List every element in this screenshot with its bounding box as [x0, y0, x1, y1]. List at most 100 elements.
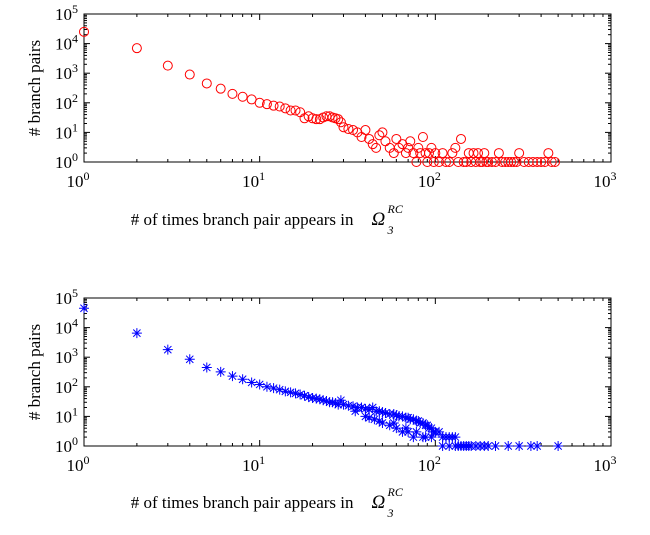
y-tick-label: 100	[55, 150, 78, 172]
data-point	[400, 423, 411, 434]
x-tick-label: 103	[594, 453, 617, 475]
data-point	[290, 388, 301, 399]
data-point	[413, 142, 424, 153]
data-point	[550, 157, 561, 167]
data-point	[333, 399, 344, 410]
x-axis-label: # of times branch pair appears in Ω RC 3	[131, 202, 404, 237]
data-point	[330, 398, 341, 409]
data-point	[503, 157, 514, 167]
y-tick-label: 103	[55, 61, 78, 83]
data-point	[532, 441, 543, 451]
data-point	[374, 415, 385, 426]
x-axis-label-symbol: Ω	[372, 209, 386, 230]
x-axis-label-text: # of times branch pair appears in	[131, 493, 354, 512]
y-tick-label: 102	[55, 91, 78, 113]
data-point	[254, 379, 265, 390]
y-tick-label: 100	[55, 434, 78, 456]
data-point	[321, 396, 332, 407]
data-point	[447, 148, 458, 159]
data-point	[417, 131, 428, 142]
data-point	[268, 383, 279, 394]
data-point	[274, 101, 285, 112]
data-point	[237, 374, 248, 385]
data-point	[215, 83, 226, 94]
data-point	[364, 404, 375, 415]
data-point	[553, 441, 564, 451]
data-point	[327, 397, 338, 408]
data-point	[360, 411, 371, 422]
data-point	[246, 377, 257, 388]
x-axis-label: # of times branch pair appears in Ω RC 3	[131, 485, 404, 520]
data-point	[422, 420, 433, 431]
data-point	[295, 389, 306, 400]
data-point	[364, 133, 375, 144]
data-point	[456, 133, 467, 144]
data-point	[348, 401, 359, 412]
data-point	[162, 60, 173, 71]
data-point	[311, 393, 322, 404]
data-point	[490, 441, 501, 451]
y-tick-label: 102	[55, 375, 78, 397]
data-point	[408, 414, 419, 425]
data-point	[503, 441, 514, 451]
data-point	[543, 148, 554, 159]
y-tick-label: 101	[55, 120, 78, 142]
data-point	[280, 103, 291, 114]
data-point	[450, 432, 461, 443]
data-point	[162, 344, 173, 355]
data-point	[201, 362, 212, 373]
data-point	[131, 328, 142, 339]
data-point	[437, 148, 448, 159]
x-tick-label: 100	[67, 169, 90, 191]
data-point	[285, 105, 296, 116]
data-point	[486, 157, 497, 167]
data-point	[227, 371, 238, 382]
data-point	[335, 117, 346, 128]
data-point	[254, 97, 265, 108]
data-point	[338, 122, 349, 133]
data-point	[434, 426, 445, 437]
data-point	[377, 407, 388, 418]
data-point	[437, 441, 448, 451]
data-point	[423, 148, 434, 159]
data-point	[506, 157, 517, 167]
data-point	[440, 157, 451, 167]
y-axis-label: # branch pairs	[25, 324, 44, 420]
data-point	[539, 157, 550, 167]
data-point	[201, 78, 212, 89]
x-tick-label: 102	[418, 453, 441, 475]
x-axis-label-symbol: Ω	[372, 492, 386, 513]
data-point	[444, 441, 455, 451]
data-point	[483, 441, 494, 451]
data-point	[483, 157, 494, 167]
data-point	[490, 157, 501, 167]
data-point	[350, 406, 361, 417]
panel-1: 100 101 102 103 100 101 102 103 104 105 # branch p…	[25, 2, 617, 237]
y-tick-label: 105	[55, 2, 78, 24]
data-point	[450, 441, 461, 451]
x-axis-label-text: # of times branch pair appears in	[131, 210, 354, 229]
data-point	[384, 420, 395, 431]
data-point	[131, 43, 142, 54]
data-point	[536, 157, 547, 167]
series-markers	[79, 303, 564, 451]
data-point	[371, 142, 382, 153]
x-axis-label-subscript: 3	[387, 506, 394, 520]
data-point	[333, 114, 344, 125]
panel-2: 100 101 102 103 100 101 102 103 104 105 # branch p…	[25, 286, 617, 520]
data-point	[415, 148, 426, 159]
data-point	[391, 410, 402, 421]
data-point	[215, 366, 226, 377]
data-point	[360, 125, 371, 136]
data-point	[420, 432, 431, 443]
data-point	[377, 417, 388, 428]
data-point	[290, 105, 301, 116]
data-point	[338, 399, 349, 410]
y-tick-label: 105	[55, 286, 78, 308]
data-point	[479, 148, 490, 159]
data-point	[261, 99, 272, 110]
y-tick-label: 103	[55, 345, 78, 367]
data-point	[405, 136, 416, 147]
data-point	[307, 392, 318, 403]
